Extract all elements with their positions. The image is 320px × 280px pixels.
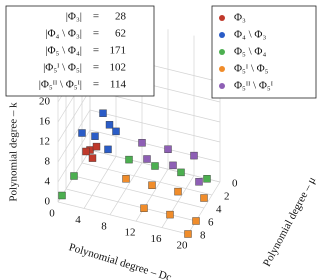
z-axis-title: Polynomial degree – k <box>8 102 20 202</box>
z-tick-label: 4 <box>45 176 51 188</box>
count-label: |Φ₅ \ Φ₄| <box>45 45 82 57</box>
data-point <box>203 175 211 183</box>
z-tick-label: 8 <box>45 156 51 168</box>
y-tick-label: 8 <box>200 230 206 242</box>
data-point <box>195 178 203 186</box>
data-point <box>143 155 151 163</box>
z-tick-label: 0 <box>45 196 51 208</box>
count-label: |Φ₄ \ Φ₃| <box>45 28 82 40</box>
legend-marker <box>219 83 225 89</box>
data-point <box>104 145 112 154</box>
data-point <box>88 154 97 162</box>
data-point <box>184 230 192 238</box>
grid-line <box>89 129 221 163</box>
legend-label: Φ₅ᴵᴵ \ Φ₅ᴵ <box>234 80 273 92</box>
x-tick-label: 8 <box>101 220 107 232</box>
legend-label: Φ₅ᴵ \ Φ₅ <box>234 63 269 75</box>
grid-line <box>65 188 197 222</box>
data-point <box>82 147 90 156</box>
data-point <box>92 142 101 151</box>
count-value: 114 <box>110 79 127 91</box>
z-tick-label: 20 <box>39 96 51 108</box>
data-point <box>164 145 172 153</box>
grid-line <box>57 201 189 235</box>
data-point <box>99 109 107 117</box>
count-label: |Φ₅ᴵ \ Φ₅| <box>43 62 82 74</box>
data-point <box>138 139 146 147</box>
legend-label: Φ₅ \ Φ₄ <box>234 46 266 58</box>
data-point <box>122 175 130 183</box>
grid-line <box>81 162 213 196</box>
legend-label: Φ₃ <box>234 12 246 24</box>
data-point <box>148 181 156 189</box>
grid-line <box>57 89 91 143</box>
count-value: 28 <box>115 11 127 23</box>
data-point <box>70 172 78 180</box>
count-equals: = <box>93 11 99 23</box>
z-tick-label: 12 <box>39 136 50 148</box>
y-tick-label: 2 <box>224 191 230 203</box>
data-point <box>58 191 66 200</box>
data-point <box>105 121 114 129</box>
z-tick-label: 16 <box>39 116 51 128</box>
grid-line <box>57 129 91 183</box>
legend-label: Φ₄ \ Φ₃ <box>234 29 266 41</box>
count-equals: = <box>93 79 99 91</box>
legend-marker <box>219 66 225 72</box>
y-tick-label: 4 <box>216 204 222 216</box>
count-value: 102 <box>110 62 127 74</box>
y-tick-label: 6 <box>208 217 214 229</box>
data-point <box>151 162 159 170</box>
x-tick-label: 20 <box>177 240 189 252</box>
data-point <box>91 132 99 140</box>
legend-box <box>211 5 317 99</box>
x-axis-title: Polynomial degree – Dc <box>67 241 173 280</box>
x-tick-label: 12 <box>125 227 136 239</box>
data-point <box>112 127 120 136</box>
data-point <box>169 161 177 170</box>
data-point <box>177 168 185 177</box>
data-point <box>78 129 86 137</box>
count-value: 62 <box>115 28 126 40</box>
grid-line <box>89 109 221 143</box>
count-value: 171 <box>110 45 127 57</box>
count-label: |Φ₅ᴵᴵ \ Φ₅ᴵ| <box>39 79 82 91</box>
data-point <box>125 155 133 164</box>
y-tick-label: 0 <box>232 178 238 190</box>
grid-line <box>73 175 205 209</box>
legend-marker <box>219 15 225 21</box>
data-point <box>140 204 148 212</box>
grid-line <box>57 109 91 163</box>
data-point <box>166 210 174 219</box>
y-axis-title: Polynomial degree – μ <box>261 175 318 269</box>
legend-marker <box>219 49 225 55</box>
data-point <box>190 151 198 160</box>
x-tick-label: 0 <box>49 208 55 220</box>
legend-marker <box>219 32 225 38</box>
x-tick-label: 16 <box>151 233 163 245</box>
data-point <box>174 187 182 196</box>
count-equals: = <box>93 28 99 40</box>
count-equals: = <box>93 62 99 74</box>
count-equals: = <box>93 45 99 57</box>
counts-box <box>5 5 155 97</box>
data-point <box>192 217 200 225</box>
data-point <box>200 194 208 202</box>
x-tick-label: 4 <box>75 214 81 226</box>
count-label: |Φ₃| <box>66 11 82 23</box>
